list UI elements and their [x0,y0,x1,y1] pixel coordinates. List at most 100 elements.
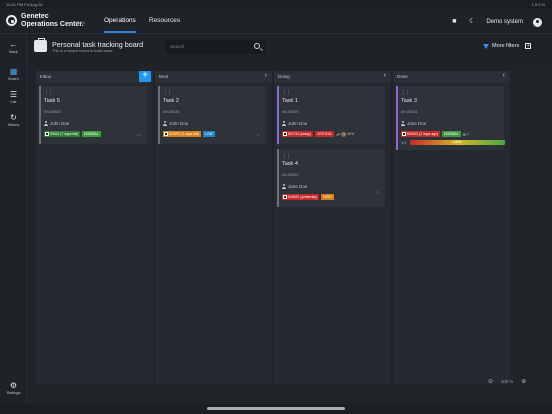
due-date-text: 8/29/22 (2 days left) [169,132,199,136]
card-tags: 8/25/22 (2 days ago) NORMAL ✉ 1 [401,131,469,137]
search-icon[interactable] [254,43,260,49]
calendar-icon [283,195,287,199]
column-done: Done ‹ ⋮⋮ Task 3 WI-00031 Jane Doe 8/25/… [393,71,510,384]
home-indicator[interactable] [207,407,345,410]
app-logo[interactable]: Genetec Operations Center. BETA [6,13,92,31]
calendar-icon [45,132,49,136]
move-arrow-icon[interactable]: ➜ [136,133,142,139]
task-name: Task 4 [282,161,298,167]
drag-handle-icon[interactable]: ⋮⋮ [282,90,291,96]
column-title: Done [397,74,408,79]
task-name: Task 3 [401,98,417,104]
card-tags: 9/5/22 (7 days left) NORMAL [44,131,101,137]
add-filter-icon[interactable]: + [525,43,532,49]
column-header: Doing ‹ [274,71,391,83]
feedback-icon[interactable]: ■ [452,18,457,25]
due-date-text: 8/27/22 (today) [288,132,311,136]
add-task-button[interactable]: + [139,71,151,82]
task-name: Task 5 [44,98,60,104]
dark-mode-moon-icon[interactable]: ☾ [469,18,476,25]
sidebar-item-list[interactable]: ☰ List [0,90,27,104]
due-date-text: 9/5/22 (7 days left) [50,132,79,136]
collapse-chevron-icon[interactable]: ‹ [383,72,386,79]
work-item-id: WI-00029 [282,110,299,114]
card-tags: 8/29/22 (2 days left) LOW [163,131,215,137]
due-date-badge: 8/26/22 (yesterday) [282,194,320,200]
more-filters-button[interactable]: More filters + [483,43,532,49]
sidebar-item-label: History [7,123,20,127]
filter-icon [483,43,489,49]
progress-pie-icon [341,131,347,137]
due-date-text: 8/25/22 (2 days ago) [407,132,439,136]
card-tags: 8/26/22 (yesterday) HIGH [282,194,334,200]
column-title: Doing [278,74,290,79]
sidebar: ← Back ▦ Board ☰ List ↻ History ⚙ Settin… [0,34,27,404]
collapse-chevron-icon[interactable]: ‹ [264,72,267,79]
assignee-name: Jane Doe [288,184,308,189]
checklist-count: 1/1 [401,140,407,145]
due-date-badge: 8/25/22 (2 days ago) [401,131,441,137]
top-right-controls: ■ ☾ Demo system [450,16,542,28]
progress-bar: 100% [409,140,505,145]
due-date-badge: 9/5/22 (7 days left) [44,131,81,137]
sidebar-item-settings[interactable]: ⚙ Settings [0,381,27,395]
search-input[interactable]: Search [165,40,265,54]
user-icon [44,121,48,126]
progress-percent: 30% [347,132,355,136]
sidebar-item-label: Board [8,77,19,81]
assignee: Jane Doe [401,121,426,126]
tab-resources[interactable]: Resources [149,17,181,24]
drag-handle-icon[interactable]: ⋮⋮ [401,90,410,96]
sidebar-item-label: List [10,100,17,104]
search-placeholder: Search [170,44,185,49]
user-icon [401,121,405,126]
user-icon [282,184,286,189]
logo-text-line1: Genetec [21,13,49,20]
task-name: Task 1 [282,98,298,104]
comments-icon: ✉ [462,131,466,137]
zoom-in-icon[interactable]: ⊕ [521,379,527,385]
column-doing: Doing ‹ ⋮⋮ Task 1 WI-00029 John Doe 8/27… [274,71,391,384]
task-card[interactable]: ⋮⋮ Task 1 WI-00029 John Doe 8/27/22 (tod… [277,86,385,144]
task-card[interactable]: ⋮⋮ Task 3 WI-00031 Jane Doe 8/25/22 (2 d… [396,86,505,150]
tab-operations[interactable]: Operations [104,17,136,33]
priority-badge: LOW [202,131,215,137]
comments-count: ✉ 1 [463,132,469,137]
user-avatar-icon[interactable] [533,17,542,27]
work-item-id: WI-00031 [401,110,418,114]
move-arrow-icon[interactable]: ➜ [374,190,380,196]
board-header: Personal task tracking board This is a s… [27,34,552,64]
move-arrow-icon[interactable]: ➜ [255,133,261,139]
drag-handle-icon[interactable]: ⋮⋮ [44,90,53,96]
user-icon [282,121,286,126]
due-date-badge: 8/27/22 (today) [282,131,313,137]
priority-badge: NORMAL [82,131,101,137]
assignee-name: John Doe [288,121,308,126]
genetec-logo-icon [6,15,17,26]
sidebar-item-back[interactable]: ← Back [0,40,27,54]
status-battery: 100% [531,2,546,7]
task-card[interactable]: ⋮⋮ Task 4 WI-00032 Jane Doe 8/26/22 (yes… [277,149,385,207]
system-name[interactable]: Demo system [486,19,523,25]
page-subtitle: This is a simple board to track tasks [52,49,113,53]
drag-handle-icon[interactable]: ⋮⋮ [282,153,291,159]
beta-badge: BETA [76,21,85,25]
work-item-id: WI-00030 [163,110,180,114]
zoom-out-icon[interactable]: ⊖ [488,379,494,385]
due-date-text: 8/26/22 (yesterday) [288,195,318,199]
sidebar-item-label: Back [9,50,18,54]
zoom-controls: ⊖ 100 % ⊕ [488,378,526,385]
assignee: John Doe [44,121,69,126]
sidebar-item-history[interactable]: ↻ History [0,113,27,127]
column-header: Next ‹ [155,71,272,83]
task-card[interactable]: ⋮⋮ Task 5 WI-00033 John Doe 9/5/22 (7 da… [39,86,147,144]
drag-handle-icon[interactable]: ⋮⋮ [163,90,172,96]
sidebar-item-board[interactable]: ▦ Board [0,67,27,81]
status-bar: 10:41 PM Fri Aug 26 100% [0,0,552,8]
assignee-name: John Doe [169,121,189,126]
priority-badge: CRITICAL [314,131,335,137]
column-title: Next [159,74,169,79]
logo-text-line2: Operations Center. [21,21,84,28]
task-card[interactable]: ⋮⋮ Task 2 WI-00030 John Doe 8/29/22 (2 d… [158,86,266,144]
collapse-chevron-icon[interactable]: ‹ [502,72,505,79]
